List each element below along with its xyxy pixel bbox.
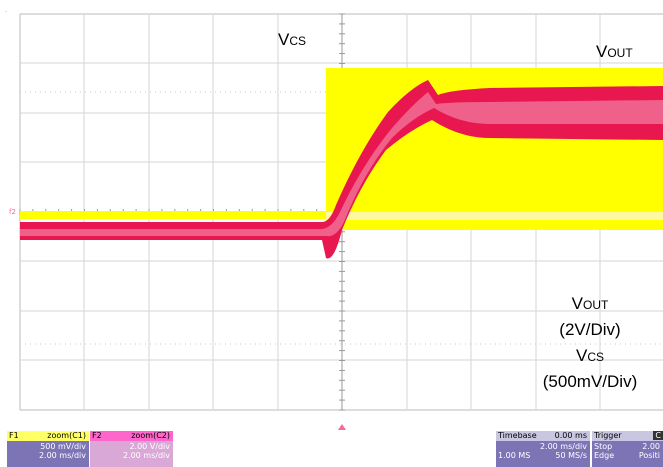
trigger-marker <box>338 424 346 430</box>
trigger-panel[interactable]: Trigger C Stop 2.00 Edge Positi <box>592 431 663 467</box>
f2-reference-marker: f2 <box>9 208 16 216</box>
vcs-trace-label: VCS <box>278 30 307 49</box>
trigger-channel-badge: C <box>653 431 663 440</box>
timebase-panel[interactable]: Timebase 0.00 ms 2.00 ms/div 1.00 MS 50 M… <box>496 431 590 467</box>
svg-text:.: . <box>5 6 7 14</box>
f1-channel-panel[interactable]: F1 zoom(C1) 500 mV/div 2.00 ms/div <box>7 431 89 467</box>
scope-display: f2 . <box>5 6 663 430</box>
vout-trace-label: VOUT <box>596 42 633 61</box>
f2-channel-panel[interactable]: F2 zoom(C2) 2.00 V/div 2.00 ms/div <box>90 431 173 467</box>
vout-scale-label: VOUT (2V/Div) VCS (500mV/Div) <box>542 294 638 391</box>
vout-trace <box>20 80 663 259</box>
